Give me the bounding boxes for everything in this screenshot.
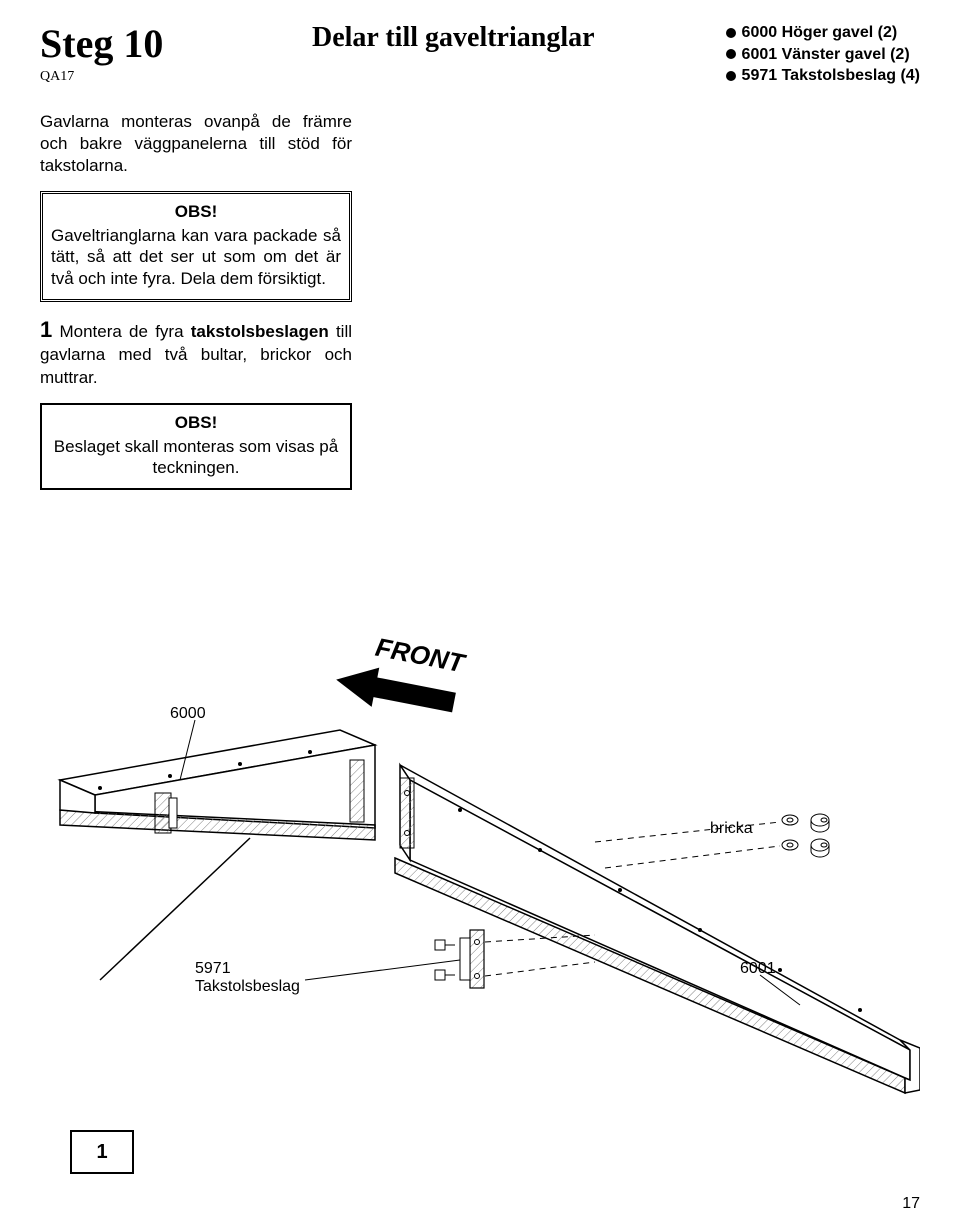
label-bricka: bricka (710, 820, 753, 838)
bolt-icon (435, 940, 455, 950)
part-item: 5971 Takstolsbeslag (4) (742, 65, 920, 87)
part-item: 6001 Vänster gavel (2) (742, 44, 910, 66)
step-num: 1 (40, 317, 52, 342)
note-title: OBS! (50, 413, 342, 433)
figure-number-box: 1 (70, 1130, 134, 1174)
gable-6000 (60, 730, 375, 840)
page-number: 17 (902, 1195, 920, 1213)
bracket-5971 (460, 930, 484, 988)
header: Steg 10 QA17 Delar till gaveltrianglar 6… (40, 20, 920, 87)
note-body: Beslaget skall monteras som visas på tec… (50, 436, 342, 479)
section-title: Delar till gaveltrianglar (312, 20, 595, 54)
nut-icon (811, 839, 829, 857)
step-title: Steg 10 (40, 20, 312, 67)
gable-6001 (395, 765, 920, 1093)
parts-list: 6000 Höger gavel (2) 6001 Vänster gavel … (726, 20, 920, 87)
label-5971: 5971 Takstolsbeslag (195, 960, 300, 996)
assembly-diagram: 6000 bricka 6001 5971 Takstolsbeslag FRO… (40, 610, 920, 1130)
note-body: Gaveltrianglarna kan vara packade så tät… (51, 225, 341, 289)
note-title: OBS! (51, 202, 341, 222)
qa-code: QA17 (40, 69, 312, 85)
note-box-2: OBS! Beslaget skall monteras som visas p… (40, 403, 352, 491)
part-item: 6000 Höger gavel (2) (742, 22, 898, 44)
washer-icon (782, 840, 798, 850)
bolt-icon (435, 970, 455, 980)
step-1-text: 1 Montera de fyra takstolsbeslagen till … (40, 316, 352, 389)
label-6000: 6000 (170, 705, 206, 723)
label-6001: 6001 (740, 960, 776, 978)
washer-icon (782, 815, 798, 825)
intro-text: Gavlarna monteras ovanpå de främre och b… (40, 111, 352, 177)
nut-icon (811, 814, 829, 832)
note-box-1: OBS! Gaveltrianglarna kan vara packade s… (40, 191, 352, 302)
